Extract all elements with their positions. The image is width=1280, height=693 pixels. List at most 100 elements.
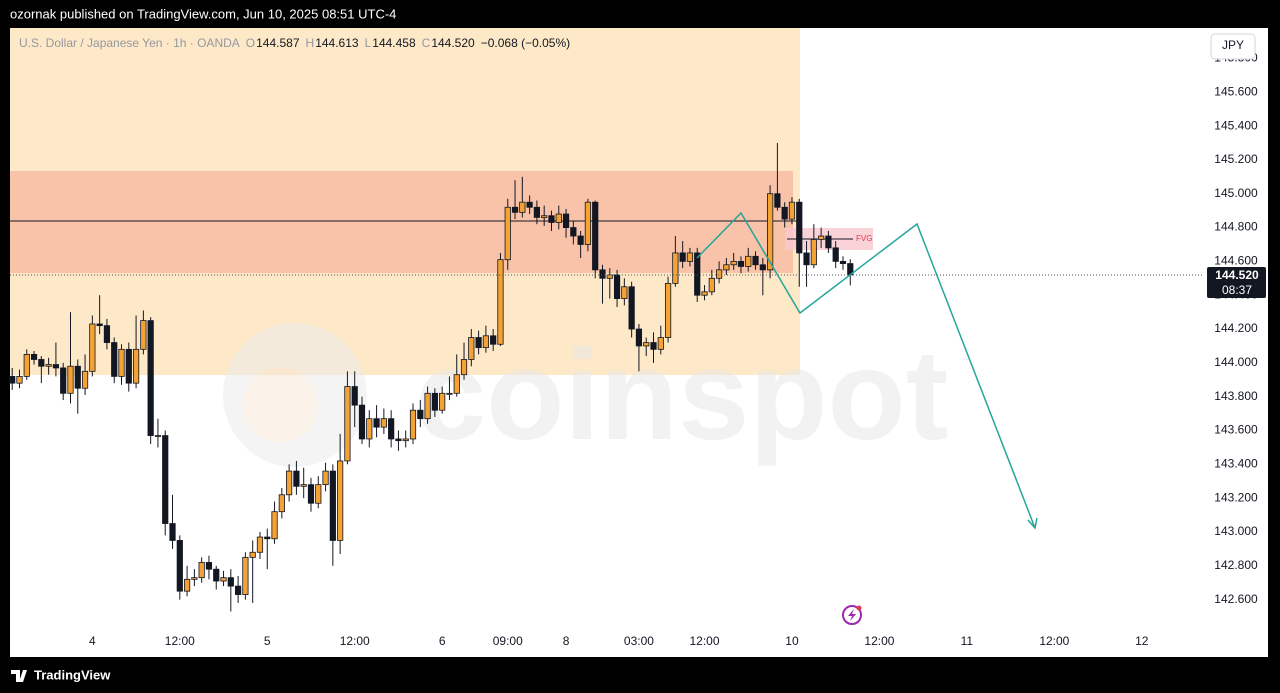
currency-button[interactable] bbox=[1210, 33, 1256, 60]
candle-body bbox=[162, 435, 169, 524]
x-tick-label: 5 bbox=[264, 634, 271, 648]
candle-body bbox=[439, 392, 446, 411]
candle-body bbox=[686, 252, 694, 262]
currency-label[interactable]: JPY bbox=[1222, 38, 1244, 52]
candle-body bbox=[67, 365, 74, 394]
y-tick-label: 144.600 bbox=[1214, 254, 1258, 268]
candle-body bbox=[533, 206, 541, 218]
candle-body bbox=[723, 264, 730, 271]
candle-body bbox=[286, 470, 293, 496]
order-block bbox=[10, 171, 793, 273]
x-tick-label: 10 bbox=[785, 634, 799, 648]
candle-body bbox=[220, 577, 227, 582]
candle-body bbox=[417, 409, 424, 420]
candle-body bbox=[672, 252, 679, 284]
candle-body bbox=[511, 206, 519, 213]
candle-body bbox=[227, 577, 234, 587]
y-tick-label: 145.200 bbox=[1214, 152, 1258, 166]
candle-body bbox=[264, 536, 271, 540]
price-axis bbox=[1203, 28, 1268, 657]
candle-body bbox=[810, 239, 817, 266]
candle-body bbox=[322, 470, 329, 486]
candle-body bbox=[621, 286, 628, 299]
candle-body bbox=[562, 213, 570, 228]
candle-body bbox=[745, 255, 752, 267]
x-tick-label: 09:00 bbox=[493, 634, 523, 648]
x-tick-label: 12 bbox=[1135, 634, 1149, 648]
x-tick-label: 12:00 bbox=[1039, 634, 1069, 648]
watermark-logo bbox=[223, 323, 367, 467]
candle-body bbox=[81, 370, 89, 389]
x-tick-label: 4 bbox=[89, 634, 96, 648]
candle-body bbox=[446, 392, 453, 395]
candle-body bbox=[825, 235, 832, 249]
x-tick-label: 12:00 bbox=[864, 634, 894, 648]
candle-body bbox=[140, 320, 147, 350]
candle-body bbox=[256, 536, 264, 553]
candle-body bbox=[664, 282, 672, 338]
candle-body bbox=[16, 375, 23, 384]
watermark-text: coinspot bbox=[415, 324, 948, 467]
candle-body bbox=[351, 386, 358, 406]
candle-body bbox=[191, 577, 198, 580]
x-tick-label: 12:00 bbox=[340, 634, 370, 648]
candles bbox=[9, 143, 854, 612]
candle-body bbox=[541, 215, 548, 218]
publisher-line: ozornak published on TradingView.com, Ju… bbox=[10, 6, 396, 21]
candle-body bbox=[38, 359, 45, 367]
candle-body bbox=[767, 193, 774, 271]
y-tick-label: 144.000 bbox=[1214, 355, 1258, 369]
candle-body bbox=[599, 269, 606, 279]
candle-body bbox=[358, 404, 366, 440]
candle-body bbox=[584, 201, 592, 245]
candle-body bbox=[453, 374, 460, 394]
x-tick-label: 11 bbox=[961, 634, 974, 648]
candle-body bbox=[504, 206, 511, 261]
projection-path bbox=[696, 211, 1036, 529]
candle-body bbox=[366, 418, 373, 440]
legend-value: 144.458 bbox=[372, 36, 416, 50]
y-tick-label: 143.000 bbox=[1214, 524, 1258, 538]
candle-body bbox=[468, 337, 475, 360]
candle-body bbox=[839, 260, 847, 264]
candle-body bbox=[526, 201, 533, 208]
candle-body bbox=[781, 206, 788, 220]
candle-body bbox=[555, 213, 562, 223]
candle-body bbox=[694, 252, 701, 296]
y-tick-label: 143.400 bbox=[1214, 457, 1258, 471]
candle-body bbox=[475, 337, 482, 349]
y-tick-label: 144.800 bbox=[1214, 220, 1258, 234]
watermark-logo-inner bbox=[242, 367, 318, 443]
candle-body bbox=[402, 438, 409, 442]
candle-body bbox=[657, 337, 664, 350]
candle-body bbox=[803, 252, 810, 266]
candle-body bbox=[643, 342, 650, 347]
candle-body bbox=[103, 325, 111, 343]
watermark: coinspot bbox=[223, 323, 948, 467]
candle-body bbox=[613, 274, 621, 299]
candle-body bbox=[774, 193, 781, 208]
candle-body bbox=[23, 354, 30, 377]
candle-body bbox=[111, 342, 118, 377]
candle-body bbox=[118, 348, 125, 377]
x-tick-label: 12:00 bbox=[690, 634, 720, 648]
candle-body bbox=[125, 348, 132, 384]
y-tick-label: 143.200 bbox=[1214, 490, 1258, 504]
candle-body bbox=[519, 201, 526, 213]
countdown: 08:37 bbox=[1222, 283, 1252, 297]
candle-body bbox=[249, 551, 256, 558]
candle-body bbox=[271, 511, 278, 540]
candle-body bbox=[213, 568, 220, 582]
y-tick-label: 145.600 bbox=[1214, 84, 1258, 98]
candle-body bbox=[708, 277, 715, 293]
y-tick-label: 142.600 bbox=[1214, 592, 1258, 606]
candle-body bbox=[570, 227, 577, 237]
candle-body bbox=[395, 438, 402, 442]
candle-body bbox=[373, 418, 380, 428]
legend-value: 144.520 bbox=[431, 36, 475, 50]
candle-body bbox=[337, 460, 344, 541]
candle-body bbox=[628, 286, 635, 330]
candle-body bbox=[300, 484, 307, 487]
candle-body bbox=[788, 201, 796, 220]
candle-body bbox=[679, 252, 686, 262]
